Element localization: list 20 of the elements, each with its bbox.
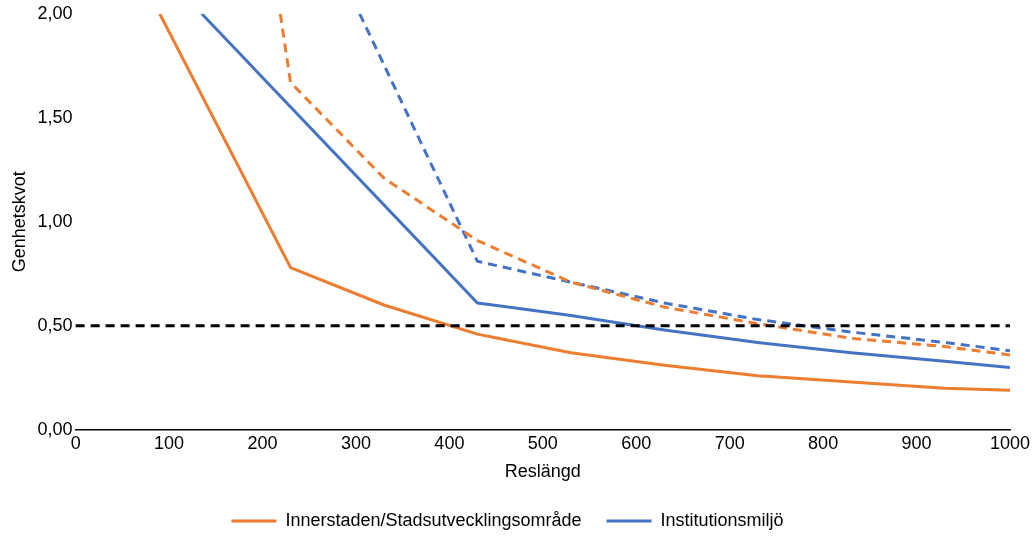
x-tick-label: 900 (901, 432, 932, 453)
y-tick-label: 1,00 (37, 210, 73, 231)
x-tick-label: 600 (621, 432, 652, 453)
y-axis-title: Genhetskvot (8, 171, 29, 273)
x-tick-label: 800 (808, 432, 839, 453)
y-tick-label: 1,50 (37, 106, 73, 127)
x-tick-label: 700 (714, 432, 745, 453)
y-tick-label: 2,00 (37, 2, 73, 23)
x-axis-title: Reslängd (504, 461, 581, 482)
x-tick-label: 0 (70, 432, 81, 453)
y-tick-label: 0,00 (37, 418, 73, 439)
x-tick-label: 200 (247, 432, 278, 453)
x-tick-label: 300 (340, 432, 371, 453)
x-tick-label: 400 (434, 432, 465, 453)
y-tick-label: 0,50 (37, 314, 73, 335)
x-tick-label: 100 (154, 432, 185, 453)
x-tick-label: 1000 (989, 432, 1031, 453)
x-tick-label: 500 (527, 432, 558, 453)
legend-label: Institutionsmiljö (660, 509, 784, 530)
legend-label: Innerstaden/Stadsutvecklingsområde (285, 509, 582, 530)
